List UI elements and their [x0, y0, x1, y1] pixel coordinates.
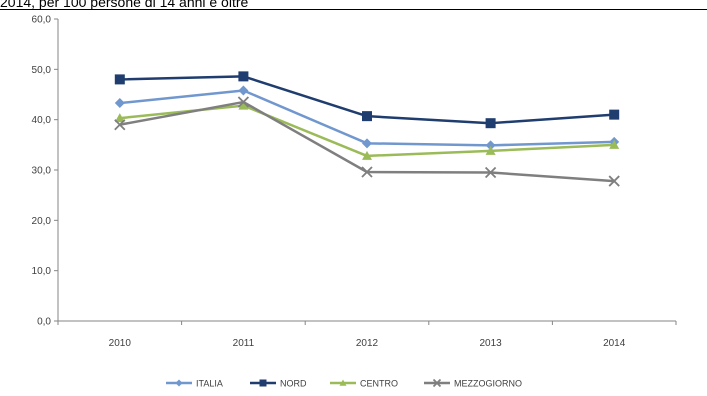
data-point [485, 118, 496, 129]
legend-label: NORD [280, 379, 307, 389]
y-tick-label: 50,0 [32, 65, 52, 76]
x-tick-label: 2012 [356, 338, 379, 349]
data-point [237, 96, 250, 108]
data-point [114, 74, 125, 85]
legend-swatch-marker [432, 378, 442, 388]
y-tick-label: 10,0 [32, 266, 52, 277]
x-tick-label: 2013 [479, 338, 502, 349]
data-point [484, 166, 497, 179]
legend-item-centro: CENTRO [330, 379, 398, 389]
data-point [238, 85, 249, 96]
data-point [362, 138, 372, 149]
legend-swatch-marker [259, 379, 267, 387]
header-rule [0, 9, 707, 10]
series-nord [114, 71, 620, 129]
y-tick-label: 40,0 [32, 115, 52, 126]
y-tick-label: 20,0 [32, 216, 52, 227]
series-centro [114, 100, 620, 160]
x-tick-label: 2010 [109, 338, 132, 349]
y-tick-label: 30,0 [32, 166, 52, 177]
data-point [238, 71, 249, 82]
series-layer [114, 71, 620, 187]
legend-item-mezzogiorno: MEZZOGIORNO [424, 379, 522, 389]
data-point [361, 166, 373, 178]
data-point [238, 100, 249, 110]
legend-swatch-marker [339, 379, 347, 386]
legend-label: ITALIA [196, 379, 223, 389]
legend-item-nord: NORD [250, 379, 307, 389]
series-mezzogiorno [114, 96, 620, 187]
data-point [609, 139, 620, 149]
axes: 0,0 10,0 20,0 30,0 40,0 50,0 60,0 2010 2011 2012 2… [32, 15, 677, 349]
y-tick-label: 60,0 [32, 15, 52, 26]
data-point [609, 109, 620, 120]
data-point [114, 98, 125, 109]
x-tick-label: 2014 [603, 338, 626, 349]
legend-label: MEZZOGIORNO [454, 379, 522, 389]
data-point [485, 145, 496, 155]
legend-label: CENTRO [360, 379, 398, 389]
data-point [114, 113, 125, 123]
data-point [362, 111, 372, 122]
data-point [114, 119, 126, 131]
x-tick-label: 2011 [233, 338, 255, 349]
data-point [608, 175, 620, 187]
chart-header: 2014, per 100 persone di 14 anni e oltre [0, 0, 249, 10]
legend-item-italia: ITALIA [166, 379, 223, 389]
legend-swatch-marker [175, 379, 183, 387]
y-tick-label: 0,0 [37, 317, 51, 328]
data-point [485, 140, 496, 151]
data-point [362, 150, 372, 160]
legend: ITALIA NORD CENTRO MEZZOGIORNO [166, 379, 522, 389]
